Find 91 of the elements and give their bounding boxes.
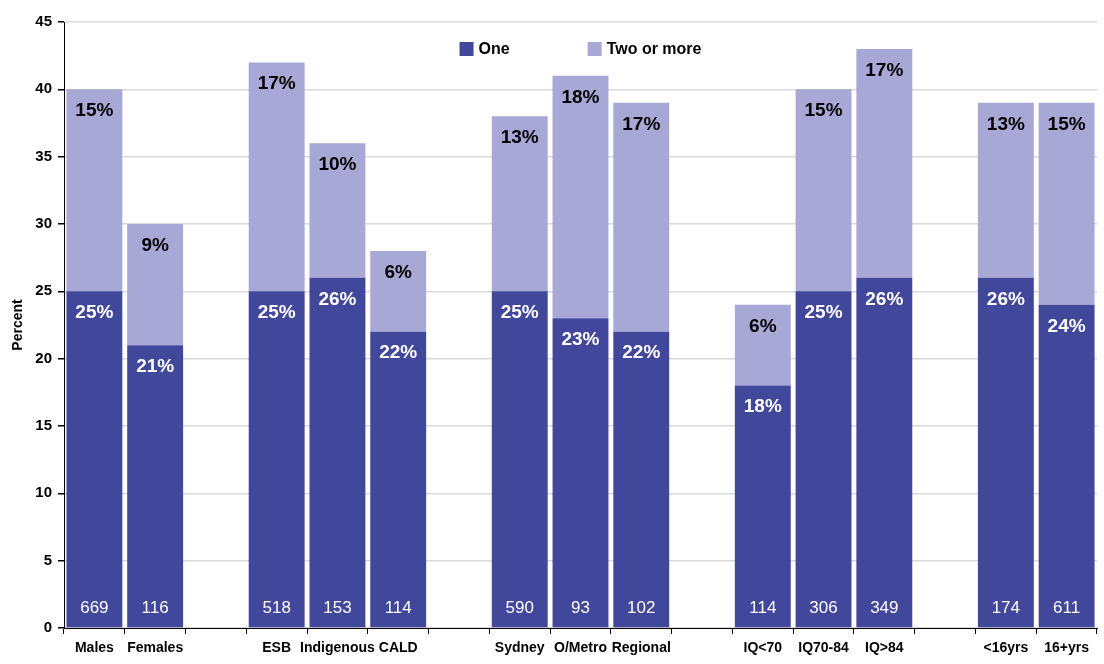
bar — [248, 62, 305, 292]
data-label: 6% — [749, 314, 777, 336]
bar — [370, 331, 427, 628]
data-label: 26% — [318, 287, 357, 309]
bar — [309, 277, 366, 628]
data-label: 18% — [743, 395, 782, 417]
data-label: 15% — [1047, 112, 1086, 134]
data-label: 15% — [804, 99, 843, 121]
y-tick-label: 20 — [35, 348, 52, 366]
data-label: 18% — [561, 85, 600, 107]
y-tick-label: 25 — [35, 281, 52, 299]
bar — [795, 89, 852, 292]
bar — [552, 318, 609, 628]
x-tick-label: Sydney — [494, 639, 545, 656]
x-tick-label: Males — [74, 639, 115, 656]
bar — [856, 277, 913, 628]
annotation: 590 — [505, 598, 534, 618]
annotation: 93 — [571, 598, 590, 618]
y-tick-label: 30 — [35, 214, 52, 232]
y-tick-label: 40 — [35, 79, 52, 97]
x-tick-label: CALD — [378, 639, 418, 656]
data-label: 25% — [257, 301, 296, 323]
annotation: 116 — [141, 598, 169, 618]
legend-label: One — [478, 40, 510, 58]
data-label: 17% — [257, 72, 296, 94]
y-axis-title: Percent — [9, 298, 26, 351]
bar — [66, 291, 123, 628]
x-tick-label: Indigenous — [300, 639, 375, 656]
annotation: 174 — [991, 598, 1021, 618]
data-label: 21% — [136, 354, 175, 376]
bar — [309, 143, 366, 278]
data-label: 25% — [804, 301, 843, 323]
y-tick-label: 5 — [43, 550, 52, 568]
bar — [491, 116, 548, 292]
bar — [1038, 102, 1095, 305]
y-tick-label: 0 — [43, 618, 52, 636]
data-label: 13% — [986, 112, 1025, 134]
bar — [1038, 304, 1095, 628]
bar — [127, 345, 184, 628]
y-tick-label: 15 — [35, 416, 52, 434]
data-label: 26% — [865, 287, 904, 309]
x-tick-label: IQ>84 — [865, 639, 904, 656]
annotation: 114 — [384, 598, 412, 618]
data-label: 26% — [986, 287, 1025, 309]
data-label: 13% — [500, 126, 539, 147]
data-label: 10% — [318, 152, 357, 174]
bar — [370, 250, 427, 332]
bar — [552, 75, 609, 319]
bar — [977, 102, 1034, 278]
bar — [66, 89, 123, 292]
bar — [248, 291, 305, 628]
data-label: 25% — [75, 301, 114, 323]
data-label: 24% — [1047, 314, 1086, 336]
bar — [977, 277, 1034, 628]
data-label: 17% — [622, 112, 661, 134]
legend-label: Two or more — [606, 40, 702, 58]
x-tick-label: O/Metro — [554, 639, 607, 656]
annotation: 306 — [809, 598, 838, 618]
y-tick-label: 10 — [35, 483, 52, 501]
data-label: 23% — [561, 328, 600, 349]
annotation: 349 — [870, 598, 899, 618]
annotation: 669 — [80, 598, 109, 618]
data-label: 22% — [622, 341, 661, 363]
data-label: 22% — [379, 341, 418, 363]
x-tick-label: ESB — [262, 639, 292, 656]
data-label: 17% — [865, 58, 904, 80]
x-tick-label: IQ<70 — [743, 639, 783, 656]
bar — [734, 385, 791, 628]
y-tick-label: 45 — [35, 12, 52, 30]
data-label: 6% — [384, 260, 413, 282]
annotation: 518 — [262, 598, 291, 618]
x-tick-label: IQ70-84 — [798, 639, 850, 656]
bar — [613, 102, 670, 332]
x-tick-label: 16+yrs — [1044, 639, 1090, 656]
bar — [795, 291, 852, 628]
bar — [856, 48, 913, 278]
data-label: 25% — [500, 301, 539, 323]
bar — [127, 224, 184, 346]
data-label: 15% — [75, 99, 114, 121]
y-tick-label: 35 — [35, 146, 52, 164]
annotation: 153 — [323, 598, 352, 618]
bar — [734, 304, 791, 386]
annotation: 114 — [749, 598, 777, 618]
x-tick-label: <16yrs — [983, 639, 1029, 656]
x-tick-label: Females — [127, 639, 184, 656]
bar — [613, 331, 670, 628]
bar — [491, 291, 548, 628]
annotation: 102 — [627, 598, 656, 618]
annotation: 611 — [1053, 598, 1081, 618]
x-tick-label: Regional — [611, 639, 671, 656]
data-label: 9% — [141, 233, 169, 255]
